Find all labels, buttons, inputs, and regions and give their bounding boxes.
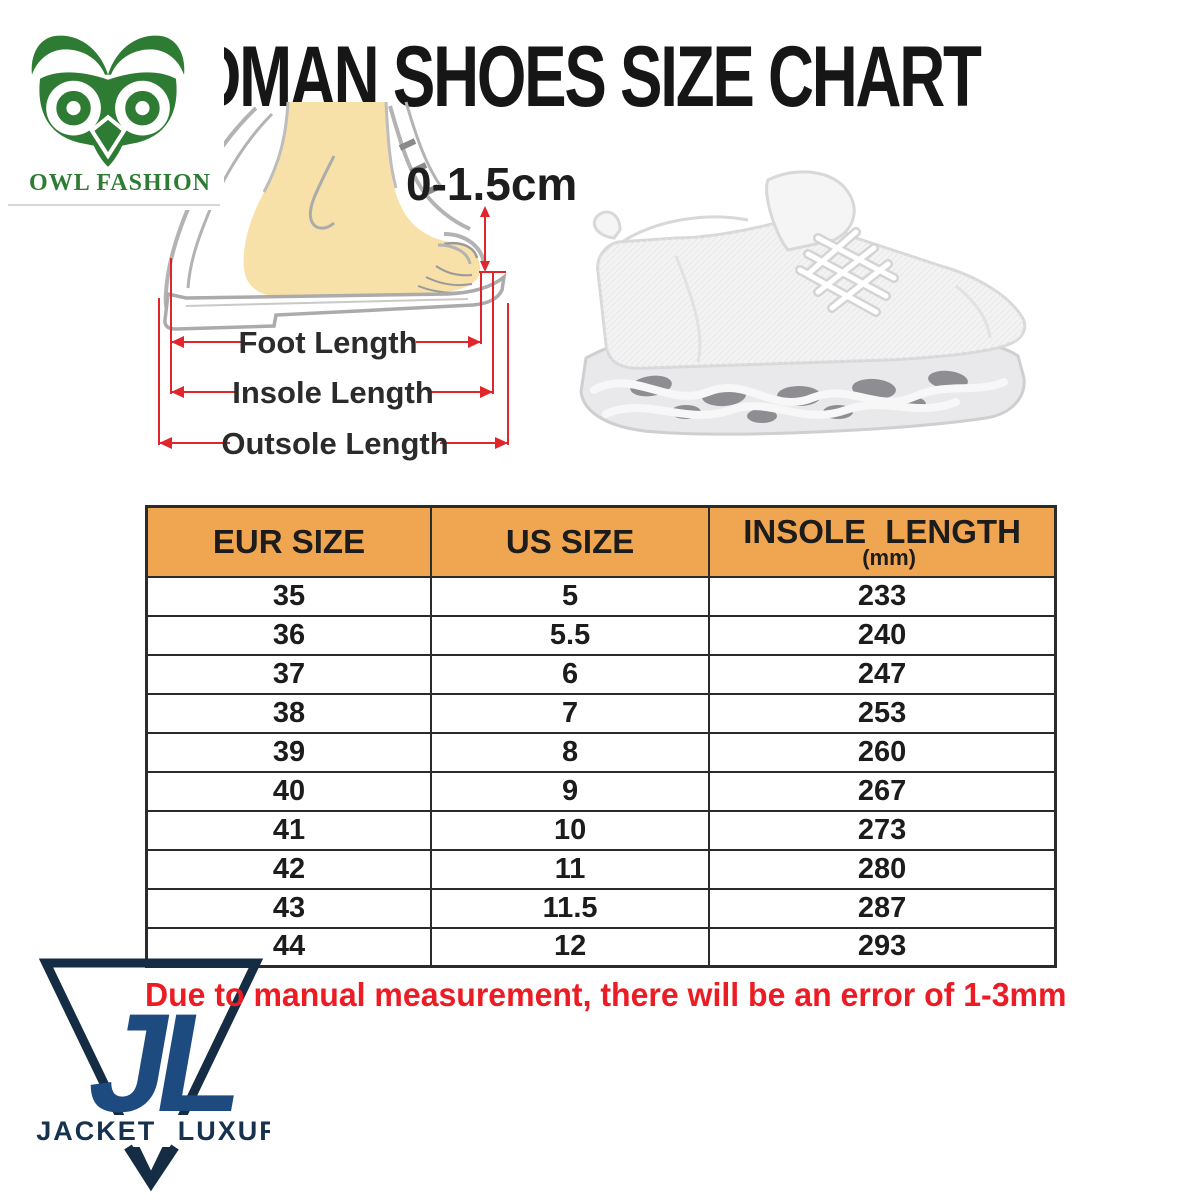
- us-size-cell: 5: [430, 575, 711, 617]
- col-header-us-size: US SIZE: [430, 505, 711, 578]
- table-row: 36 5.5 240: [145, 614, 1057, 656]
- eur-size-cell: 43: [145, 887, 433, 929]
- us-size-cell: 9: [430, 770, 711, 812]
- col-header-eur-size: EUR SIZE: [145, 505, 433, 578]
- table-row: 44 12 293: [145, 926, 1057, 968]
- insole-length-cell: 240: [708, 614, 1057, 656]
- us-size-cell: 7: [430, 692, 711, 734]
- eur-size-cell: 44: [145, 926, 433, 968]
- us-size-cell: 10: [430, 809, 711, 851]
- table-row: 41 10 273: [145, 809, 1057, 851]
- page-title: WOMAN SHOES SIZE CHART: [134, 29, 982, 125]
- table-row: 37 6 247: [145, 653, 1057, 695]
- owl-brand-name: OWL FASHION: [29, 170, 211, 196]
- insole-length-cell: 293: [708, 926, 1057, 968]
- table-header-row: EUR SIZE US SIZE INSOLE LENGTH (mm): [145, 505, 1057, 578]
- us-size-cell: 11.5: [430, 887, 711, 929]
- us-size-cell: 5.5: [430, 614, 711, 656]
- jacket-luxury-logo: JL JACKET LUXURY: [36, 958, 270, 1192]
- toe-gap-label: 0-1.5cm: [406, 158, 577, 210]
- table-row: 40 9 267: [145, 770, 1057, 812]
- table-row: 38 7 253: [145, 692, 1057, 734]
- insole-length-cell: 260: [708, 731, 1057, 773]
- eur-size-cell: 36: [145, 614, 433, 656]
- us-size-cell: 6: [430, 653, 711, 695]
- insole-length-label: Insole Length: [232, 375, 434, 410]
- col-header-unit-mm: (mm): [862, 544, 916, 570]
- outsole-length-label: Outsole Length: [221, 426, 448, 461]
- jl-chevron-icon: [124, 1144, 179, 1192]
- eur-size-cell: 40: [145, 770, 433, 812]
- us-size-cell: 11: [430, 848, 711, 890]
- eur-size-cell: 42: [145, 848, 433, 890]
- jacket-luxury-label: JACKET LUXURY: [36, 1116, 270, 1146]
- owl-fashion-logo: OWL FASHION: [6, 18, 224, 210]
- us-size-cell: 8: [430, 731, 711, 773]
- insole-length-cell: 280: [708, 848, 1057, 890]
- sneaker-image: [579, 170, 1027, 436]
- eur-size-cell: 41: [145, 809, 433, 851]
- insole-length-cell: 267: [708, 770, 1057, 812]
- us-size-cell: 12: [430, 926, 711, 968]
- col-header-insole-length: INSOLE LENGTH (mm): [708, 505, 1057, 578]
- table-row: 42 11 280: [145, 848, 1057, 890]
- owl-logo-divider: [8, 204, 220, 206]
- insole-length-cell: 287: [708, 887, 1057, 929]
- table-row: 39 8 260: [145, 731, 1057, 773]
- eur-size-cell: 35: [145, 575, 433, 617]
- foot-length-label: Foot Length: [238, 325, 417, 360]
- insole-length-cell: 273: [708, 809, 1057, 851]
- insole-length-cell: 253: [708, 692, 1057, 734]
- col-header-insole-length-text: INSOLE LENGTH: [743, 512, 1021, 550]
- size-table: EUR SIZE US SIZE INSOLE LENGTH (mm) 35 5 2…: [145, 505, 1057, 968]
- table-row: 43 11.5 287: [145, 887, 1057, 929]
- jl-triangle-icon: [38, 958, 264, 1192]
- owl-icon: [31, 35, 185, 167]
- eur-size-cell: 39: [145, 731, 433, 773]
- eur-size-cell: 38: [145, 692, 433, 734]
- insole-length-cell: 247: [708, 653, 1057, 695]
- measurement-note: Due to manual measurement, there will be…: [145, 976, 1067, 1013]
- eur-size-cell: 37: [145, 653, 433, 695]
- insole-length-cell: 233: [708, 575, 1057, 617]
- foot-measurement-diagram: 0-1.5cm Foot Length Insole Length Outsol…: [158, 101, 577, 461]
- table-row: 35 5 233: [145, 575, 1057, 617]
